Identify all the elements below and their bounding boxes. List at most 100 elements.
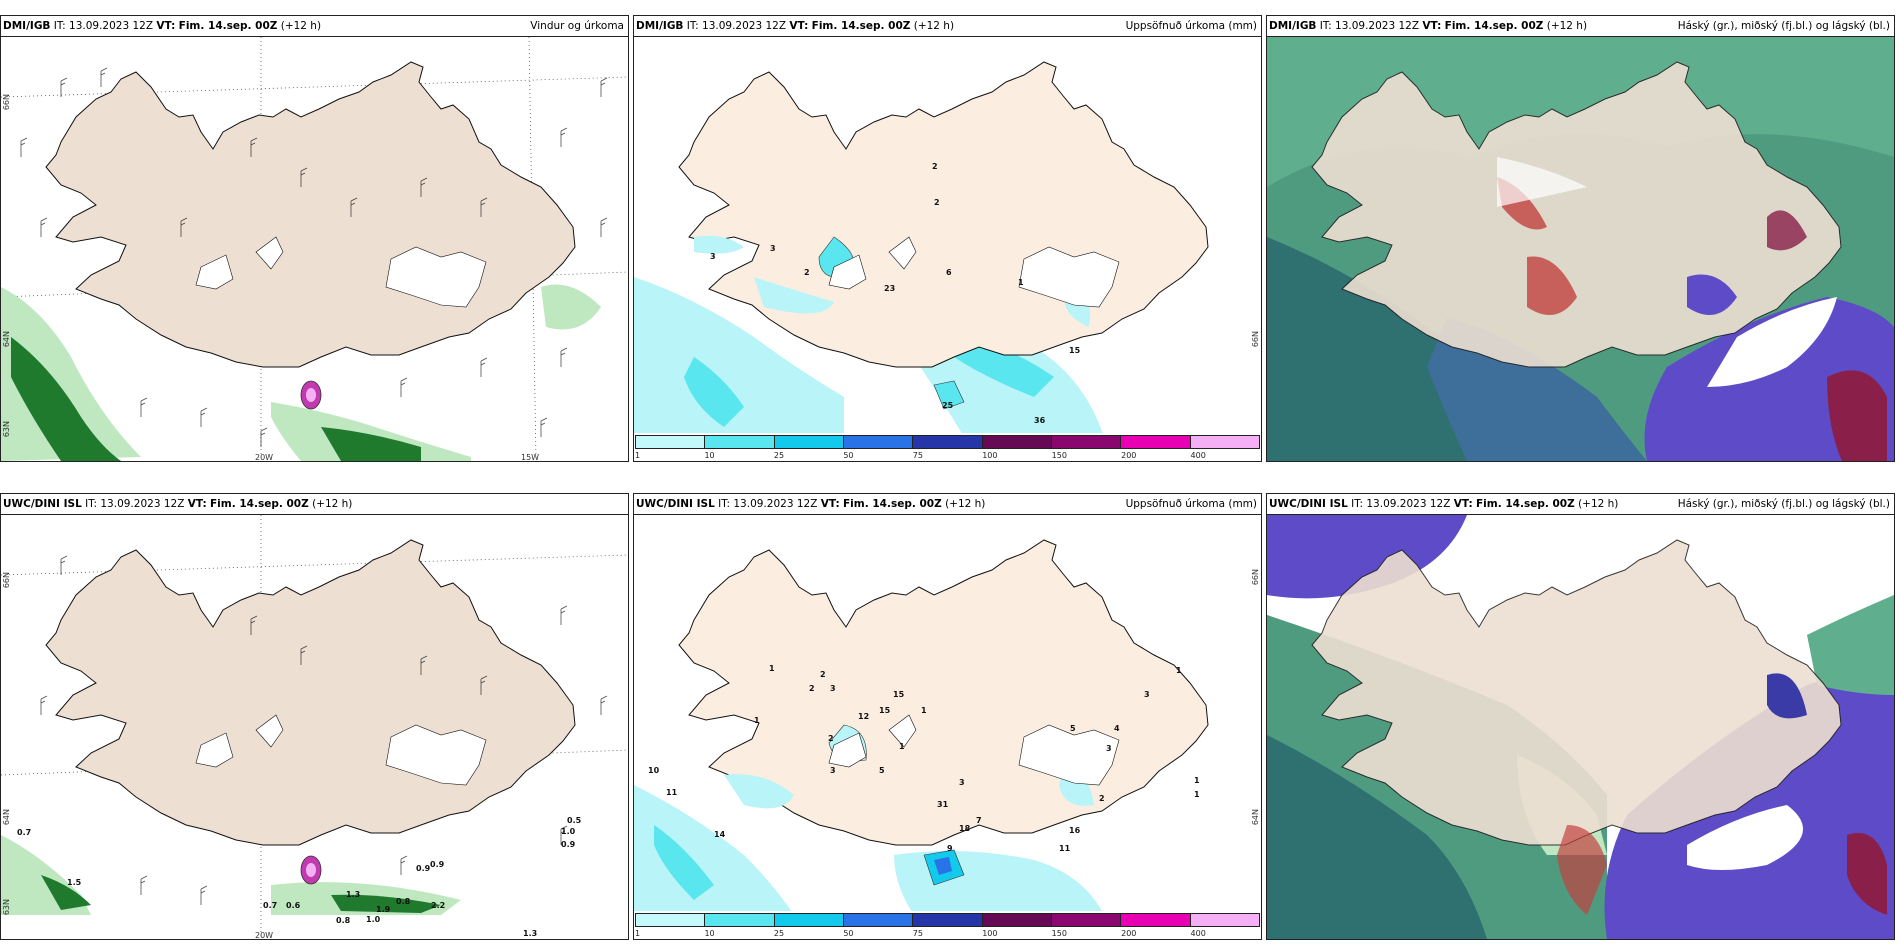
colorbar-swatch [982, 436, 1052, 448]
precip-value: 2 [932, 162, 938, 171]
panel-header: DMI/IGB IT: 13.09.2023 12Z VT: Fim. 14.s… [634, 16, 1261, 37]
colorbar-tick: 50 [843, 929, 854, 938]
lat-label: 64N [1251, 809, 1260, 826]
precip-colorbar: 1 10 25 50 75 100 150 200 400 [634, 911, 1261, 939]
precip-value: 1.0 [366, 915, 381, 924]
lon-label: 20W [255, 931, 274, 940]
colorbar-tick: 100 [982, 929, 998, 938]
colorbar-tick: 10 [704, 929, 715, 938]
precip-value: 1 [1194, 776, 1200, 785]
colorbar-tick: 100 [982, 451, 998, 460]
product-title: Háský (gr.), miðský (fj.bl.) og lágský (… [1677, 20, 1890, 32]
colorbar-swatch [1121, 436, 1191, 448]
precip-value: 15 [879, 706, 891, 715]
precip-value: 3 [1144, 690, 1150, 699]
colorbar-swatch [774, 436, 844, 448]
precip-value: 0.6 [286, 901, 301, 910]
lat-label: 63N [2, 421, 11, 438]
colorbar-swatch [705, 914, 775, 926]
precip-value: 3 [830, 684, 836, 693]
model-name: UWC/DINI ISL [3, 498, 82, 510]
lat-label: 66N [2, 94, 11, 111]
precip-value: 23 [884, 284, 896, 293]
product-title: Háský (gr.), miðský (fj.bl.) og lágský (… [1677, 498, 1890, 510]
colorbar-tick: 200 [1121, 451, 1137, 460]
precip-value: 10 [648, 766, 660, 775]
colorbar-tick: 1 [635, 451, 641, 460]
colorbar-tick: 400 [1190, 929, 1206, 938]
colorbar-swatch [982, 914, 1052, 926]
product-title: Uppsöfnuð úrkoma (mm) [1125, 20, 1257, 32]
valid-time: Fim. 14.sep. 00Z [1444, 20, 1544, 32]
precip-value: 0.9 [416, 864, 431, 873]
precip-value: 1 [921, 706, 927, 715]
valid-time: Fim. 14.sep. 00Z [210, 498, 309, 510]
precip-value: 36 [1034, 416, 1046, 425]
valid-time: Fim. 14.sep. 00Z [843, 498, 942, 510]
panel-header: DMI/IGB IT: 13.09.2023 12Z VT: Fim. 14.s… [1, 16, 628, 37]
precip-value: 3 [830, 766, 836, 775]
precip-value: 15 [1069, 346, 1081, 355]
colorbar-tick: 10 [704, 451, 715, 460]
wind-precip-panel-uwc: UWC/DINI ISL IT: 13.09.2023 12Z VT: Fim.… [0, 493, 629, 940]
lat-label: 64N [2, 809, 11, 826]
accum-precip-panel-dmi: DMI/IGB IT: 13.09.2023 12Z VT: Fim. 14.s… [633, 15, 1262, 462]
map-area [1, 37, 628, 461]
valid-time: Fim. 14.sep. 00Z [811, 20, 911, 32]
lead-time: (+12 h) [945, 498, 986, 510]
map-area [1267, 515, 1894, 939]
lead-time: (+12 h) [913, 20, 955, 32]
precip-value: 16 [1069, 826, 1081, 835]
lat-label: 64N [2, 331, 11, 348]
panel-header: DMI/IGB IT: 13.09.2023 12Z VT: Fim. 14.s… [1267, 16, 1894, 37]
colorbar-tick: 400 [1190, 451, 1206, 460]
init-time: 13.09.2023 12Z [733, 498, 818, 510]
precip-value: 18 [959, 824, 971, 833]
precip-value: 9 [947, 844, 953, 853]
lat-label: 66N [1251, 331, 1260, 348]
lead-time: (+12 h) [1578, 498, 1619, 510]
precip-value: 0.9 [561, 840, 576, 849]
precip-value: 0.7 [17, 828, 32, 837]
precip-value: 1.3 [346, 890, 361, 899]
colorbar-swatch [1051, 914, 1122, 926]
precip-value: 11 [1059, 844, 1071, 853]
colorbar-swatch [1190, 914, 1259, 926]
precip-value: 2 [804, 268, 810, 277]
precip-value: 1 [899, 742, 905, 751]
colorbar-swatch [913, 914, 983, 926]
colorbar-swatch [636, 436, 706, 448]
lon-label: 20W [255, 453, 274, 462]
colorbar-swatch [705, 436, 775, 448]
precip-value: 2.2 [431, 901, 446, 910]
precip-value: 1.0 [561, 827, 576, 836]
precip-value: 1 [769, 664, 775, 673]
colorbar-swatch [1190, 436, 1259, 448]
map-area [634, 37, 1261, 461]
precip-value: 2 [828, 734, 834, 743]
precip-value: 7 [976, 816, 982, 825]
colorbar-tick: 50 [843, 451, 854, 460]
model-name: UWC/DINI ISL [636, 498, 715, 510]
precip-value: 2 [809, 684, 815, 693]
init-time: 13.09.2023 12Z [702, 20, 787, 32]
precip-value: 1.5 [67, 878, 82, 887]
colorbar-tick: 25 [773, 929, 785, 938]
precip-value: 5 [1070, 724, 1076, 733]
init-time: 13.09.2023 12Z [1335, 20, 1420, 32]
accum-precip-panel-uwc: UWC/DINI ISL IT: 13.09.2023 12Z VT: Fim.… [633, 493, 1262, 940]
precip-value: 0.7 [263, 901, 278, 910]
lead-time: (+12 h) [1546, 20, 1588, 32]
precip-value: 15 [893, 690, 905, 699]
precip-colorbar: 1 10 25 50 75 100 150 200 400 [634, 433, 1261, 461]
precip-value: 1.9 [376, 905, 391, 914]
precip-value: 3 [959, 778, 965, 787]
colorbar-swatch [1121, 914, 1191, 926]
cloud-cover-panel-uwc: UWC/DINI ISL IT: 13.09.2023 12Z VT: Fim.… [1266, 493, 1895, 940]
colorbar-swatch [774, 914, 844, 926]
panel-header: UWC/DINI ISL IT: 13.09.2023 12Z VT: Fim.… [1, 494, 628, 515]
lat-label: 63N [2, 899, 11, 916]
precip-value: 6 [946, 268, 952, 277]
precip-value: 0.8 [396, 897, 411, 906]
precip-value: 0.8 [336, 916, 351, 925]
